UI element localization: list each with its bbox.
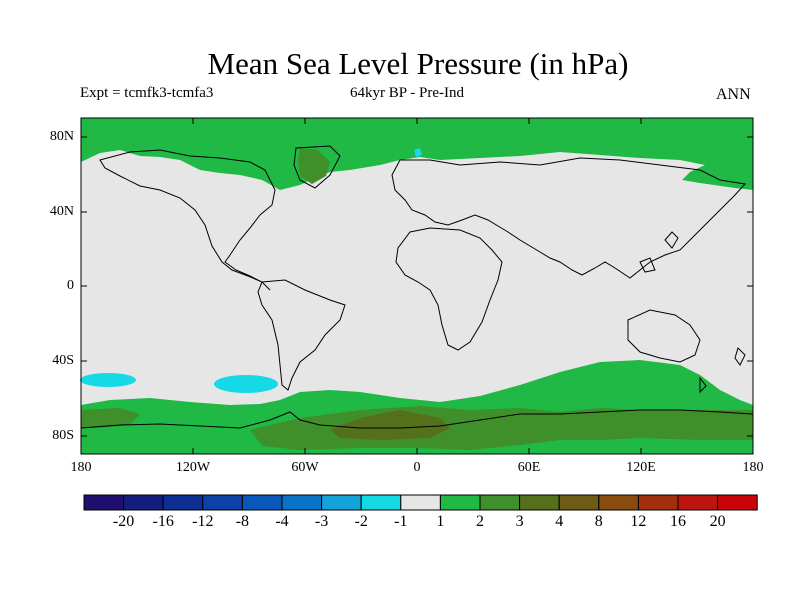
colorbar-label: -20 xyxy=(112,513,135,530)
period-label: 64kyr BP - Pre-Ind xyxy=(350,85,465,101)
greenland-anomaly-patch xyxy=(298,148,330,184)
colorbar-swatch xyxy=(558,494,600,511)
colorbar-swatch xyxy=(637,494,679,511)
colorbar-swatch xyxy=(519,494,560,511)
lat-label: 40S xyxy=(52,353,74,368)
colorbar-label: -4 xyxy=(275,513,289,530)
lat-label: 80S xyxy=(52,428,74,443)
colorbar-label: 4 xyxy=(555,513,564,530)
colorbar xyxy=(83,494,758,511)
lon-label: 120E xyxy=(626,460,656,475)
colorbar-swatch xyxy=(83,494,125,511)
experiment-label: Expt = tcmfk3-tcmfa3 xyxy=(80,85,214,101)
colorbar-swatch xyxy=(162,494,204,511)
colorbar-swatch xyxy=(241,494,283,511)
colorbar-label: 1 xyxy=(436,513,445,530)
axis-ticks xyxy=(81,118,753,454)
lon-label: 180 xyxy=(70,460,92,475)
southeast-pacific-negative-patch xyxy=(214,375,278,393)
colorbar-label: 3 xyxy=(515,513,524,530)
colorbar-label: -1 xyxy=(394,513,408,530)
colorbar-swatch xyxy=(202,494,243,511)
lat-label: 0 xyxy=(67,278,74,293)
south-pacific-negative-patch xyxy=(80,373,136,387)
colorbar-label: 20 xyxy=(709,513,726,530)
colorbar-label: -8 xyxy=(235,513,250,530)
lon-label: 60W xyxy=(291,460,319,475)
lon-label: 0 xyxy=(413,460,421,475)
colorbar-label: 12 xyxy=(630,513,647,530)
lat-label: 80N xyxy=(49,129,74,144)
antarctic-anomaly-core xyxy=(330,410,450,440)
colorbar-label: 8 xyxy=(594,513,603,530)
colorbar-swatch xyxy=(360,494,402,511)
colorbar-label: -2 xyxy=(354,513,368,530)
colorbar-swatch xyxy=(321,494,362,511)
colorbar-label: -16 xyxy=(152,513,174,530)
season-label: ANN xyxy=(716,86,751,103)
colorbar-label: 16 xyxy=(670,513,686,530)
colorbar-swatch xyxy=(677,494,719,511)
colorbar-swatch xyxy=(479,494,521,511)
coastlines xyxy=(80,145,754,429)
colorbar-label: -12 xyxy=(192,513,214,530)
colorbar-swatch xyxy=(439,494,481,511)
colorbar-swatch xyxy=(123,494,164,511)
colorbar-swatch xyxy=(717,494,758,511)
chart-title: Mean Sea Level Pressure (in hPa) xyxy=(207,46,629,81)
colorbar-swatch xyxy=(281,494,323,511)
colorbar-swatch xyxy=(400,494,441,511)
lon-label: 60E xyxy=(517,460,541,475)
lon-label: 180 xyxy=(742,460,764,475)
colorbar-label: -3 xyxy=(314,513,329,530)
lon-label: 120W xyxy=(175,460,211,475)
arctic-negative-patch xyxy=(414,148,422,157)
colorbar-swatch xyxy=(598,494,639,511)
colorbar-label: 2 xyxy=(476,513,484,530)
lat-label: 40N xyxy=(49,204,74,219)
